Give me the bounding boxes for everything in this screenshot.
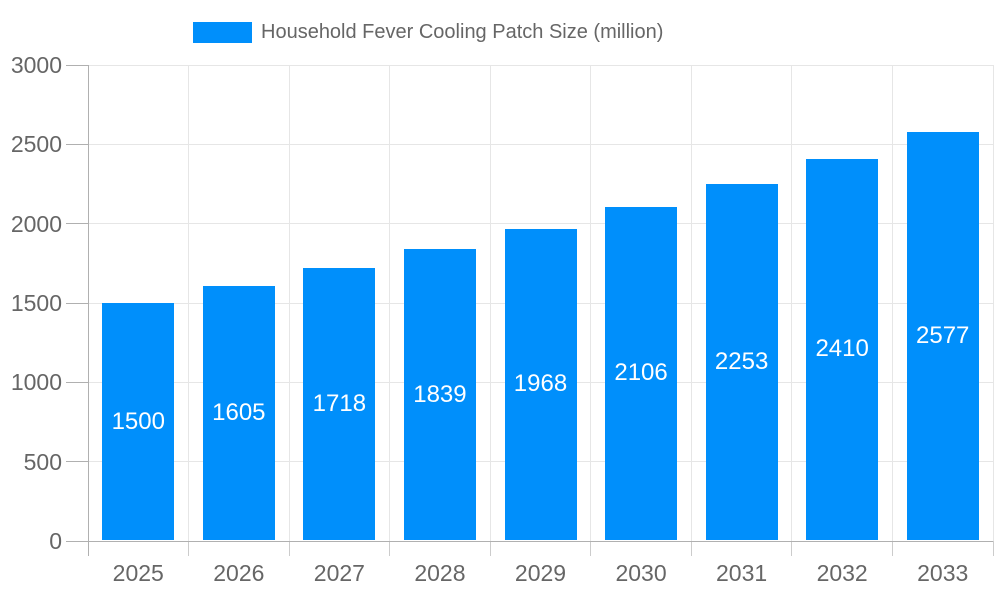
bar[interactable]: 1718 — [303, 268, 376, 540]
x-tick-label: 2033 — [917, 560, 969, 586]
y-axis-line — [87, 65, 89, 556]
x-tick-label: 2027 — [313, 560, 365, 586]
y-tick-mark — [66, 64, 88, 66]
x-grid-line — [188, 65, 190, 541]
x-tick-label: 2028 — [414, 560, 466, 586]
x-tick-mark — [489, 541, 491, 556]
x-tick-mark — [992, 541, 994, 556]
x-tick-mark — [188, 541, 190, 556]
x-tick-label: 2026 — [213, 560, 265, 586]
y-tick-label: 2500 — [10, 131, 62, 158]
x-tick-mark — [690, 541, 692, 556]
bar-value-label: 1839 — [413, 380, 467, 408]
x-tick-label: 2025 — [112, 560, 164, 586]
x-grid-line — [489, 65, 491, 541]
x-tick-mark — [791, 541, 793, 556]
y-tick-label: 1000 — [10, 369, 62, 396]
y-tick-mark — [66, 461, 88, 463]
bar-value-label: 1968 — [513, 370, 568, 398]
y-tick-mark — [66, 381, 88, 383]
y-tick-label: 1500 — [10, 290, 62, 316]
y-grid-line — [88, 143, 993, 145]
y-tick-label: 500 — [23, 448, 62, 475]
bar[interactable]: 2106 — [605, 206, 678, 540]
bar[interactable]: 1839 — [403, 249, 476, 540]
x-tick-label: 2030 — [615, 560, 667, 586]
legend-swatch — [193, 22, 252, 43]
y-tick-mark — [66, 143, 88, 145]
y-tick-label: 3000 — [10, 52, 62, 78]
bar[interactable]: 1500 — [102, 303, 175, 540]
bar[interactable]: 2577 — [906, 132, 979, 540]
x-tick-label: 2032 — [816, 560, 868, 586]
y-tick-label: 2000 — [10, 210, 62, 237]
legend-label: Household Fever Cooling Patch Size (mill… — [261, 21, 664, 43]
x-grid-line — [590, 65, 592, 541]
y-grid-line — [88, 64, 993, 66]
x-tick-label: 2029 — [514, 560, 567, 586]
bar-value-label: 1605 — [212, 399, 266, 427]
bar[interactable]: 1968 — [504, 228, 577, 540]
y-tick-mark — [66, 302, 88, 304]
bar[interactable]: 1605 — [202, 286, 275, 540]
bar-value-label: 2106 — [614, 359, 668, 387]
y-grid-line — [88, 223, 993, 225]
y-tick-label: 0 — [49, 528, 62, 554]
bar-value-label: 2410 — [815, 335, 869, 363]
y-tick-mark — [66, 223, 88, 225]
bar-value-label: 2253 — [714, 347, 769, 375]
x-grid-line — [288, 65, 290, 541]
bar[interactable]: 2253 — [705, 183, 778, 540]
x-grid-line — [791, 65, 793, 541]
x-tick-mark — [389, 541, 391, 556]
x-grid-line — [992, 65, 994, 541]
x-tick-mark — [891, 541, 893, 556]
bar-value-label: 1718 — [312, 390, 367, 418]
x-tick-label: 2031 — [716, 560, 768, 586]
bar-value-label: 1500 — [111, 407, 165, 435]
x-tick-mark — [288, 541, 290, 556]
bar[interactable]: 2410 — [806, 158, 879, 540]
x-tick-mark — [590, 541, 592, 556]
x-grid-line — [389, 65, 391, 541]
legend-item[interactable]: Household Fever Cooling Patch Size (mill… — [193, 20, 663, 45]
bar-value-label: 2577 — [916, 322, 970, 350]
x-grid-line — [690, 65, 692, 541]
x-axis-line — [66, 540, 993, 542]
x-grid-line — [891, 65, 893, 541]
